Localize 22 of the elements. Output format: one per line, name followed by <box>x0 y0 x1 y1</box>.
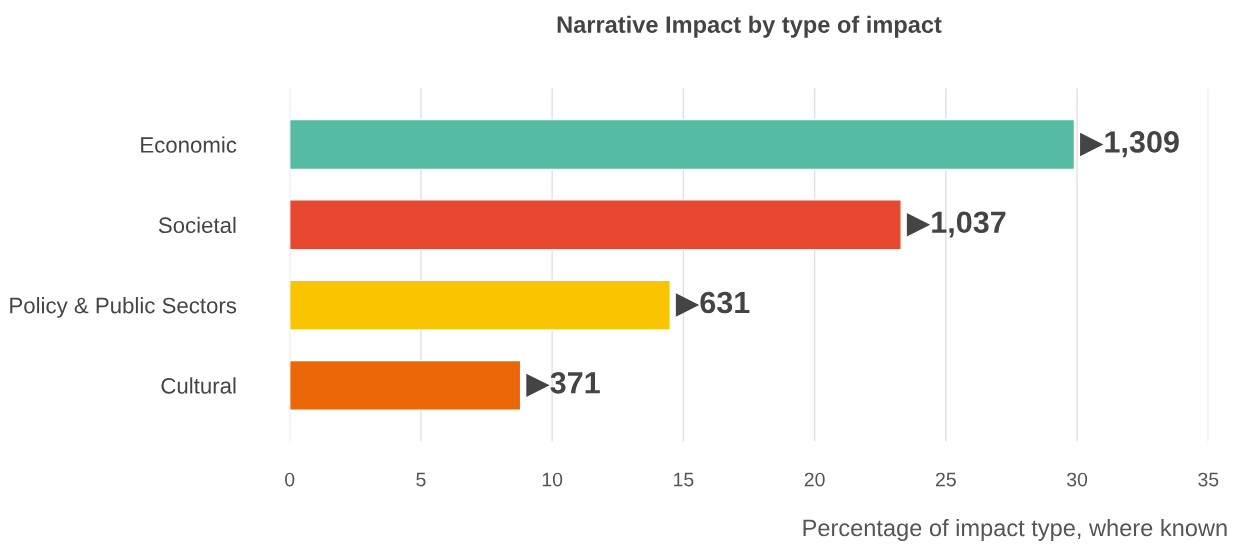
x-tick-label: 10 <box>542 472 563 487</box>
bar <box>289 279 671 331</box>
bar <box>289 118 1076 171</box>
x-tick-label: 20 <box>804 472 825 487</box>
annotation: ▶1,037 <box>906 211 1006 238</box>
annotation: ▶1,309 <box>1080 131 1179 158</box>
x-tick-label: 25 <box>936 472 956 487</box>
y-tick-label: Cultural <box>161 377 236 394</box>
x-tick-label: 15 <box>674 472 694 487</box>
x-tick-label: 5 <box>416 472 426 487</box>
y-tick-label: Societal <box>158 216 236 234</box>
y-tick-label: Economic <box>141 136 237 153</box>
x-tick-label: 0 <box>285 472 295 487</box>
x-axis-title: Percentage of impact type, where known <box>803 518 1227 541</box>
chart-title: Narrative Impact by type of impact <box>557 15 942 38</box>
y-tick-label: Policy & Public Sectors <box>10 297 237 318</box>
x-tick-label: 35 <box>1198 472 1219 487</box>
annotation: ▶371 <box>526 371 600 398</box>
bar <box>289 359 522 411</box>
bar <box>289 199 902 251</box>
x-tick-label: 30 <box>1066 472 1088 487</box>
annotation: ▶631 <box>675 291 750 317</box>
